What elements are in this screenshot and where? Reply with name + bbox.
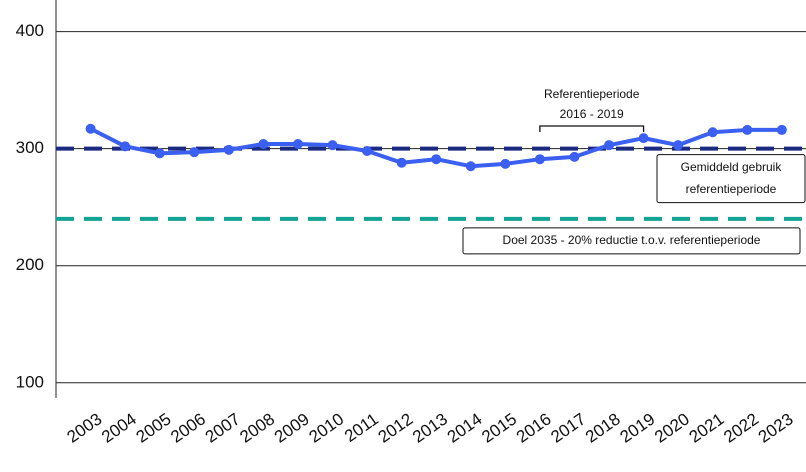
reference-label: referentieperiode (686, 182, 777, 196)
reference-label-box (462, 227, 801, 255)
data-point (396, 157, 407, 168)
bracket-label: 2016 - 2019 (560, 107, 624, 121)
x-tick-label: 2014 (444, 409, 486, 446)
x-tick-label: 2022 (720, 409, 762, 446)
data-point (327, 140, 338, 151)
bracket (539, 125, 645, 132)
data-point (154, 148, 165, 159)
data-point (258, 138, 269, 149)
x-tick-label: 2021 (686, 409, 728, 446)
x-tick-label: 2015 (478, 409, 520, 446)
data-point (223, 144, 234, 155)
data-point (189, 147, 200, 158)
x-tick-label: 2005 (133, 409, 175, 446)
data-point (673, 140, 684, 151)
data-point (534, 154, 545, 165)
x-tick-label: 2012 (375, 409, 417, 446)
x-tick-label: 2004 (98, 409, 140, 446)
x-tick-label: 2023 (755, 409, 797, 446)
data-point (603, 140, 614, 151)
data-point (776, 124, 787, 135)
x-tick-label: 2016 (513, 409, 555, 446)
data-point (569, 151, 580, 162)
data-point (85, 123, 96, 134)
y-tick-label: 200 (16, 255, 44, 274)
data-point (431, 154, 442, 165)
data-point (120, 141, 131, 152)
reference-label: Gemiddeld gebruik (681, 160, 783, 174)
reference-label-box (656, 154, 806, 204)
data-point (742, 124, 753, 135)
bracket-title: Referentieperiode (544, 87, 640, 101)
x-tick-label: 2011 (341, 409, 382, 446)
x-tick-label: 2020 (651, 409, 693, 446)
x-tick-label: 2013 (409, 409, 451, 446)
data-point (362, 146, 373, 157)
y-tick-label: 400 (16, 21, 44, 40)
x-tick-label: 2009 (271, 409, 313, 446)
x-tick-label: 2019 (617, 409, 659, 446)
x-tick-label: 2007 (202, 409, 244, 446)
x-tick-label: 2010 (305, 409, 347, 446)
data-point (292, 138, 303, 149)
x-tick-label: 2003 (64, 409, 106, 446)
y-tick-label: 300 (16, 138, 44, 157)
x-tick-label: 2006 (167, 409, 209, 446)
data-point (707, 127, 718, 138)
x-tick-label: 2018 (582, 409, 624, 446)
reference-label: Doel 2035 - 20% reductie t.o.v. referent… (503, 233, 761, 247)
y-tick-label: 100 (16, 372, 44, 391)
data-point (500, 158, 511, 169)
x-tick-label: 2008 (236, 409, 278, 446)
data-point (465, 161, 476, 172)
x-tick-label: 2017 (547, 409, 589, 446)
data-point (638, 133, 649, 144)
